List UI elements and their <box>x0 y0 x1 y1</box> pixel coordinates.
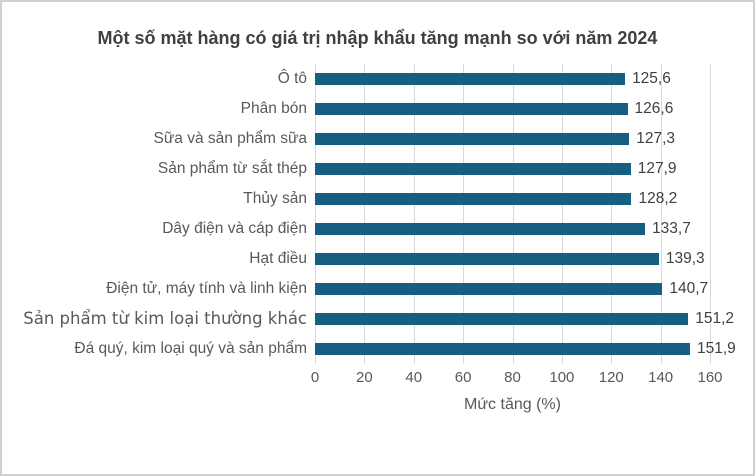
gridline <box>660 64 662 364</box>
bar <box>315 193 632 205</box>
category-label: Ô tô <box>277 70 307 87</box>
value-label: 127,3 <box>636 130 676 147</box>
x-tick-label: 160 <box>697 369 723 386</box>
category-label: Hạt điều <box>249 250 307 267</box>
value-label: 139,3 <box>665 250 705 267</box>
bar <box>315 223 646 235</box>
x-tick-label: 0 <box>310 369 320 386</box>
bar <box>315 163 631 175</box>
bar-track: 151,9 <box>315 334 736 364</box>
bar-track: 151,2 <box>315 304 734 334</box>
x-tick-label: 120 <box>598 369 624 386</box>
bar-rows: Ô tô 125,6 Phân bón 126,6 Sữa và sản phẩm sữ… <box>2 64 753 364</box>
bar-row: Dây điện và cáp điện 133,7 <box>2 214 753 244</box>
value-label: 127,9 <box>637 160 677 177</box>
bar <box>315 133 630 145</box>
x-tick-label: 60 <box>454 369 472 386</box>
category-label: Dây điện và cáp điện <box>162 220 307 237</box>
bar-row: Sản phẩm từ kim loại thường khác 151,2 <box>2 304 753 334</box>
bar-track: 140,7 <box>315 274 710 304</box>
bar-track: 139,3 <box>315 244 710 274</box>
x-axis-ticks: 0 20 40 60 80 100 120 140 160 <box>311 369 723 389</box>
gridline <box>413 64 415 364</box>
value-label: 133,7 <box>652 220 691 237</box>
gridline <box>561 64 563 364</box>
category-label: Thủy sản <box>243 190 307 207</box>
bar <box>315 313 689 325</box>
bar <box>315 283 663 295</box>
category-label: Phân bón <box>240 100 307 117</box>
gridline <box>315 64 316 364</box>
gridline <box>463 64 465 364</box>
category-label: Sản phẩm từ sắt thép <box>157 160 307 177</box>
value-label: 151,2 <box>695 310 735 327</box>
bar-track: 127,9 <box>315 154 710 184</box>
bar-chart: Ô tô 125,6 Phân bón 126,6 Sữa và sản phẩm sữ… <box>2 64 753 414</box>
bar-row: Thủy sản 128,2 <box>2 184 753 214</box>
gridlines <box>315 64 711 364</box>
bar-row: Sữa và sản phẩm sữa 127,3 <box>2 124 753 154</box>
bar-row: Đá quý, kim loại quý và sản phẩm 151,9 <box>2 334 753 364</box>
x-tick-label: 100 <box>549 369 575 386</box>
bar-row: Điện tử, máy tính và linh kiện 140,7 <box>2 274 753 304</box>
category-label: Sữa và sản phẩm sữa <box>153 130 307 147</box>
x-tick-label: 20 <box>356 369 373 386</box>
gridline <box>364 64 366 364</box>
chart-title: Một số mặt hàng có giá trị nhập khẩu tăn… <box>97 28 658 48</box>
bar <box>315 103 628 115</box>
bar-track: 126,6 <box>315 94 710 124</box>
gridline <box>512 64 514 364</box>
category-label: Điện tử, máy tính và linh kiện <box>106 280 307 297</box>
bar-row: Hạt điều 139,3 <box>2 244 753 274</box>
x-axis-label: Mức tăng (%) <box>464 396 561 413</box>
value-label: 125,6 <box>632 70 671 87</box>
x-tick-label: 140 <box>648 369 674 386</box>
bar <box>315 73 626 85</box>
value-label: 126,6 <box>634 100 674 117</box>
category-label: Đá quý, kim loại quý và sản phẩm <box>74 340 307 357</box>
bar-row: Phân bón 126,6 <box>2 94 753 124</box>
x-tick-label: 80 <box>504 369 521 386</box>
bar <box>315 253 659 265</box>
value-label: 151,9 <box>697 340 736 357</box>
x-tick-label: 40 <box>405 369 423 386</box>
bar-row: Ô tô 125,6 <box>2 64 753 94</box>
value-label: 128,2 <box>638 190 678 207</box>
bar-track: 128,2 <box>315 184 710 214</box>
gridline <box>611 64 613 364</box>
bar-track: 125,6 <box>315 64 710 94</box>
bar <box>315 343 690 355</box>
value-label: 140,7 <box>669 280 709 297</box>
category-label: Sản phẩm từ kim loại thường khác <box>23 309 307 328</box>
bar-row: Sản phẩm từ sắt thép 127,9 <box>2 154 753 184</box>
gridline <box>710 64 711 364</box>
bar-track: 127,3 <box>315 124 710 154</box>
bar-track: 133,7 <box>315 214 710 244</box>
